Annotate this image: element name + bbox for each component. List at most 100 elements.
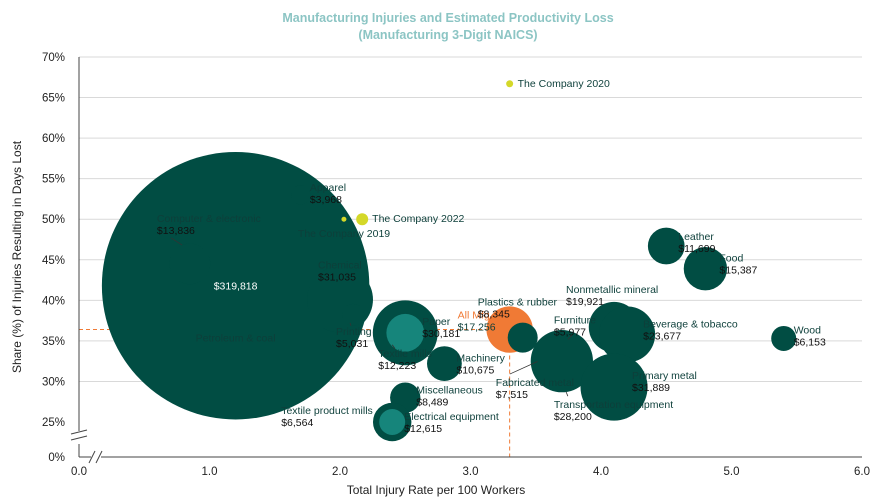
point-plastics-rubber [507,322,538,353]
x-tick-label: 2.0 [332,466,348,478]
label-computer-electronic-value: $13,836 [157,225,195,237]
label-food-name: Food [719,253,743,265]
point-primary-metal [580,353,648,421]
point-petroleum-coal [101,152,370,420]
y-tick-label: 70% [42,52,65,64]
tick-labels: 0% 25% 30% 35% 40% 45% 50% 55% 60% 65% 70% 0.0 1.0 2.… [42,52,870,478]
x-tick-label: 5.0 [724,466,740,478]
label-the-company-2019-name: The Company 2019 [298,228,390,240]
chart-title: Manufacturing Injuries and Estimated Pro… [282,11,613,25]
y-tick-label: 25% [42,417,65,429]
label-textile-product-mills-value: $6,564 [281,417,313,429]
label-beverage-tobacco-value: $23,677 [643,330,681,342]
label-printing-value: $5,031 [336,338,368,350]
y-tick-label: 50% [42,214,65,226]
label-machinery-name: Machinery [456,353,505,365]
label-wood-value: $6,153 [794,336,826,348]
x-tick-label: 1.0 [202,466,218,478]
point-textile-product-mills [379,409,406,435]
label-chemical-value: $31,035 [318,272,356,284]
y-tick-label: 0% [48,452,65,464]
label-transportation-equipment-name: Transportation equipment [554,399,673,411]
label-primary-metal-name: Primary metal [632,370,697,382]
label-textile-mills-name: Textile mills [378,348,432,360]
data-points [101,80,797,442]
label-electrical-equipment-name: Electrical equipment [404,411,499,423]
label-all-mfg-value: $17,256 [458,322,496,334]
label-transportation-equipment-value: $28,200 [554,411,592,423]
label-transportation-equipment-leader [565,391,569,397]
label-petroleum-coal-name: Petroleum & coal [196,333,276,345]
x-axis-break [88,450,96,464]
y-tick-label: 35% [42,336,65,348]
point-the-company-2019 [341,216,347,222]
label-furniture-value: $5,977 [554,326,586,338]
y-tick-label: 55% [42,174,65,186]
x-tick-label: 3.0 [463,466,479,478]
reference-lines [79,329,511,457]
y-tick-label: 45% [42,255,65,267]
label-petroleum-coal-value: $319,818 [214,281,258,293]
label-nonmetallic-mineral-name: Nonmetallic mineral [566,284,658,296]
label-miscellaneous-name: Miscellaneous [416,385,483,397]
label-printing-name: Printing [336,326,372,338]
data-labels: $319,818 Petroleum & coal Computer & elect… [157,78,826,435]
label-printing-leader [349,322,352,326]
label-nonmetallic-mineral-value: $19,921 [566,296,604,308]
label-apparel-name: Apparel [310,182,346,194]
label-fabricated-metal-value: $7,515 [496,389,528,401]
label-leather-value: $11,699 [678,243,715,255]
label-textile-mills-value: $12,223 [378,360,416,372]
label-machinery-value: $10,675 [456,365,494,377]
chart-subtitle: (Manufacturing 3-Digit NAICS) [358,28,537,42]
y-tick-label: 30% [42,376,65,388]
label-plastics-rubber-name: Plastics & rubber [478,297,558,309]
point-computer-electronic [169,243,211,285]
label-paper-value: $30,181 [422,328,460,340]
point-leather [647,227,685,265]
y-axis-break [70,429,88,435]
label-plastics-rubber-value: $8,345 [478,309,510,321]
label-primary-metal-value: $31,889 [632,382,670,394]
label-food-value: $15,387 [719,265,757,277]
point-printing [341,303,365,327]
label-apparel-value: $3,968 [310,194,342,206]
label-chemical-name: Chemical [318,260,362,272]
x-axis-label: Total Injury Rate per 100 Workers [347,483,526,497]
label-textile-product-mills-name: Textile product mills [281,405,373,417]
point-the-company-2020 [506,80,514,88]
point-beverage-tobacco [599,306,656,363]
y-tick-label: 60% [42,133,65,145]
label-electrical-equipment-value: $12,615 [404,423,442,435]
y-axis-label: Share (%) of Injuries Resulting in Days … [10,140,24,373]
axes [70,57,862,464]
label-fabricated-metal-name: Fabricated metal [496,377,574,389]
label-leather-name: Leather [678,231,714,243]
label-the-company-2020-name: The Company 2020 [518,78,610,90]
label-furniture-name: Furniture [554,314,596,326]
point-food [683,247,728,291]
point-transportation-equipment [530,330,593,393]
label-beverage-tobacco-name: Beverage & tobacco [643,318,738,330]
label-wood-name: Wood [794,324,821,336]
y-tick-label: 65% [42,93,65,105]
x-axis-break [95,450,103,464]
x-tick-label: 0.0 [71,466,87,478]
label-fabricated-metal-leader [509,361,538,375]
label-all-mfg-name: All Mfg. [458,310,493,322]
point-apparel [291,185,311,205]
point-wood [771,325,797,351]
y-axis-break [70,435,88,441]
label-furniture-leader [567,335,573,340]
x-tick-label: 6.0 [854,466,870,478]
y-tick-label: 40% [42,295,65,307]
label-paper-name: Paper [422,316,451,328]
x-tick-label: 4.0 [593,466,609,478]
point-machinery [427,346,462,381]
label-computer-electronic-leader [170,237,183,246]
label-textile-mills-leader [391,344,396,349]
label-miscellaneous-value: $8,489 [416,397,448,409]
label-computer-electronic-name: Computer & electronic [157,213,261,225]
point-textile-mills [386,313,425,352]
